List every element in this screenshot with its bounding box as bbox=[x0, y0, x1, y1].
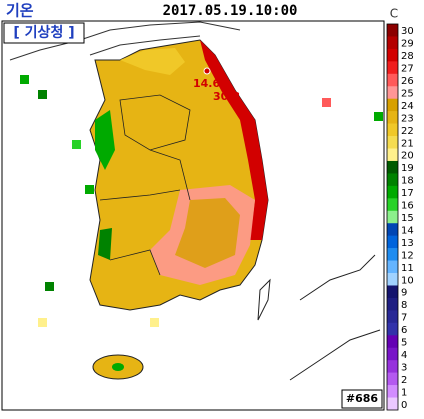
station bbox=[38, 90, 47, 99]
color-swatch bbox=[387, 73, 398, 87]
legend-label: 3 bbox=[401, 362, 407, 373]
legend-label: 27 bbox=[401, 64, 414, 75]
color-swatch bbox=[387, 111, 398, 124]
color-swatch bbox=[387, 397, 398, 411]
station-marker bbox=[203, 67, 211, 75]
legend-label: 19 bbox=[401, 163, 414, 174]
legend-label: 2 bbox=[401, 375, 407, 386]
color-swatch bbox=[387, 185, 398, 199]
legend-label: 25 bbox=[401, 88, 414, 99]
legend-label: 29 bbox=[401, 39, 414, 50]
color-swatch bbox=[387, 136, 398, 149]
color-swatch bbox=[387, 297, 398, 311]
legend-label: 7 bbox=[401, 313, 407, 324]
station bbox=[72, 140, 81, 149]
source: [ 기상청 ] bbox=[13, 25, 74, 41]
legend-label: 26 bbox=[401, 76, 414, 87]
legend-label: 4 bbox=[401, 350, 407, 361]
color-swatch bbox=[387, 372, 398, 386]
color-swatch bbox=[387, 322, 398, 336]
station bbox=[85, 185, 94, 194]
cool-coast bbox=[95, 110, 115, 170]
legend-label: 24 bbox=[401, 101, 414, 112]
border-line bbox=[9, 21, 241, 61]
color-swatch bbox=[387, 98, 398, 112]
title: 기온 bbox=[6, 2, 34, 20]
north-area bbox=[120, 48, 185, 75]
legend-label: 11 bbox=[401, 263, 414, 274]
legend-label: 17 bbox=[401, 188, 414, 199]
color-swatch bbox=[387, 173, 398, 187]
color-swatch bbox=[387, 310, 398, 324]
legend-label: 1 bbox=[401, 387, 407, 398]
timestamp: 2017.05.19.10:00 bbox=[163, 3, 298, 19]
cool-coast bbox=[98, 228, 112, 260]
color-swatch bbox=[387, 235, 398, 249]
color-swatch bbox=[387, 223, 398, 236]
legend-label: 18 bbox=[401, 176, 414, 187]
legend-label: 16 bbox=[401, 201, 414, 212]
color-swatch bbox=[387, 160, 398, 174]
image-id: #686 bbox=[346, 392, 379, 405]
station bbox=[38, 318, 47, 327]
station bbox=[20, 75, 29, 84]
color-swatch bbox=[387, 198, 398, 212]
annotation: 14.6 bbox=[193, 77, 220, 90]
color-swatch bbox=[387, 61, 398, 75]
color-swatch bbox=[387, 385, 398, 398]
color-swatch bbox=[387, 123, 398, 137]
color-swatch bbox=[387, 285, 398, 299]
legend-label: 28 bbox=[401, 51, 414, 62]
color-swatch bbox=[387, 48, 398, 62]
legend-label: 14 bbox=[401, 225, 414, 236]
legend-label: 30 bbox=[401, 26, 414, 37]
color-swatch bbox=[387, 248, 398, 261]
color-swatch bbox=[387, 148, 398, 162]
warm-core bbox=[175, 198, 240, 268]
color-swatch bbox=[387, 347, 398, 361]
legend-label: 12 bbox=[401, 250, 414, 261]
annotation: 30.3 bbox=[213, 90, 240, 103]
station bbox=[322, 98, 331, 107]
legend-label: 22 bbox=[401, 126, 414, 137]
legend-label: 9 bbox=[401, 288, 407, 299]
station bbox=[374, 112, 383, 121]
color-swatch bbox=[387, 24, 398, 37]
station bbox=[150, 318, 159, 327]
id-box bbox=[341, 389, 383, 409]
jeju-peak bbox=[112, 363, 124, 371]
color-swatch bbox=[387, 86, 398, 100]
color-swatch bbox=[387, 335, 398, 349]
legend-label: 5 bbox=[401, 338, 407, 349]
color-swatch bbox=[387, 210, 398, 224]
warm-coast bbox=[200, 40, 268, 240]
source-box bbox=[3, 22, 85, 44]
color-swatch bbox=[387, 36, 398, 50]
legend-label: 15 bbox=[401, 213, 414, 224]
unit: C bbox=[390, 7, 398, 21]
colorbar-frame bbox=[386, 23, 399, 411]
legend-label: 23 bbox=[401, 113, 414, 124]
legend-label: 10 bbox=[401, 275, 414, 286]
map: 14.6 30.3 [ 기상청 ] #686 bbox=[1, 20, 385, 411]
province-line bbox=[99, 94, 191, 276]
japan-coast bbox=[257, 254, 381, 381]
colorbar: 3029282726252423222120191817161514131211… bbox=[386, 23, 414, 411]
legend-label: 8 bbox=[401, 300, 407, 311]
station bbox=[45, 282, 54, 291]
legend-label: 21 bbox=[401, 138, 414, 149]
legend-label: 13 bbox=[401, 238, 414, 249]
legend-label: 0 bbox=[401, 400, 407, 411]
legend-label: 20 bbox=[401, 151, 414, 162]
color-swatch bbox=[387, 360, 398, 373]
legend-label: 6 bbox=[401, 325, 407, 336]
color-swatch bbox=[387, 260, 398, 274]
color-swatch bbox=[387, 273, 398, 286]
